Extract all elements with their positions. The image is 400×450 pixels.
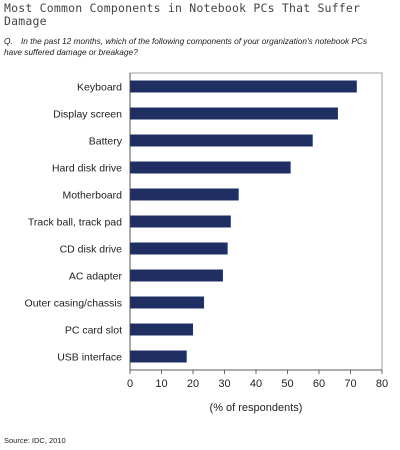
bar-0 bbox=[130, 80, 357, 93]
bar-1 bbox=[130, 107, 338, 120]
category-label-3: Hard disk drive bbox=[52, 163, 122, 175]
category-label-1: Display screen bbox=[53, 109, 122, 121]
bar-9 bbox=[130, 323, 193, 336]
category-label-9: PC card slot bbox=[65, 325, 122, 337]
source-note: Source: IDC, 2010 bbox=[4, 436, 66, 445]
question-label: Q. bbox=[4, 36, 13, 46]
category-label-10: USB interface bbox=[57, 352, 122, 364]
bar-3 bbox=[130, 161, 291, 174]
bar-7 bbox=[130, 269, 223, 282]
x-tick-label-8: 80 bbox=[376, 378, 388, 390]
category-label-8: Outer casing/chassis bbox=[25, 298, 122, 310]
chart-title: Most Common Components in Notebook PCs T… bbox=[4, 1, 361, 28]
x-axis-label: (% of respondents) bbox=[210, 402, 303, 414]
x-tick-label-5: 50 bbox=[281, 378, 293, 390]
x-ticks-group: 0 10 20 30 40 50 60 70 80 bbox=[127, 370, 388, 390]
x-tick-label-2: 20 bbox=[187, 378, 199, 390]
bar-10 bbox=[130, 350, 187, 363]
category-label-2: Battery bbox=[89, 136, 123, 148]
bar-4 bbox=[130, 188, 239, 201]
category-label-0: Keyboard bbox=[77, 82, 122, 94]
question-text: In the past 12 months, which of the foll… bbox=[4, 36, 368, 57]
x-tick-label-3: 30 bbox=[218, 378, 230, 390]
category-label-7: AC adapter bbox=[69, 271, 123, 283]
bars-group bbox=[130, 80, 357, 363]
bar-2 bbox=[130, 134, 313, 147]
x-tick-label-0: 0 bbox=[127, 378, 133, 390]
bar-8 bbox=[130, 296, 205, 309]
bar-6 bbox=[130, 242, 228, 255]
category-label-5: Track ball, track pad bbox=[28, 217, 122, 229]
x-tick-label-7: 70 bbox=[344, 378, 356, 390]
category-labels-group: Keyboard Display screen Battery Hard disk d… bbox=[25, 82, 123, 364]
category-label-4: Motherboard bbox=[62, 190, 122, 202]
survey-question: Q. In the past 12 months, which of the fo… bbox=[4, 36, 384, 58]
x-tick-label-1: 10 bbox=[155, 378, 167, 390]
x-tick-label-4: 40 bbox=[250, 378, 262, 390]
category-label-6: CD disk drive bbox=[60, 244, 123, 256]
x-tick-label-6: 60 bbox=[313, 378, 325, 390]
bar-5 bbox=[130, 215, 231, 228]
